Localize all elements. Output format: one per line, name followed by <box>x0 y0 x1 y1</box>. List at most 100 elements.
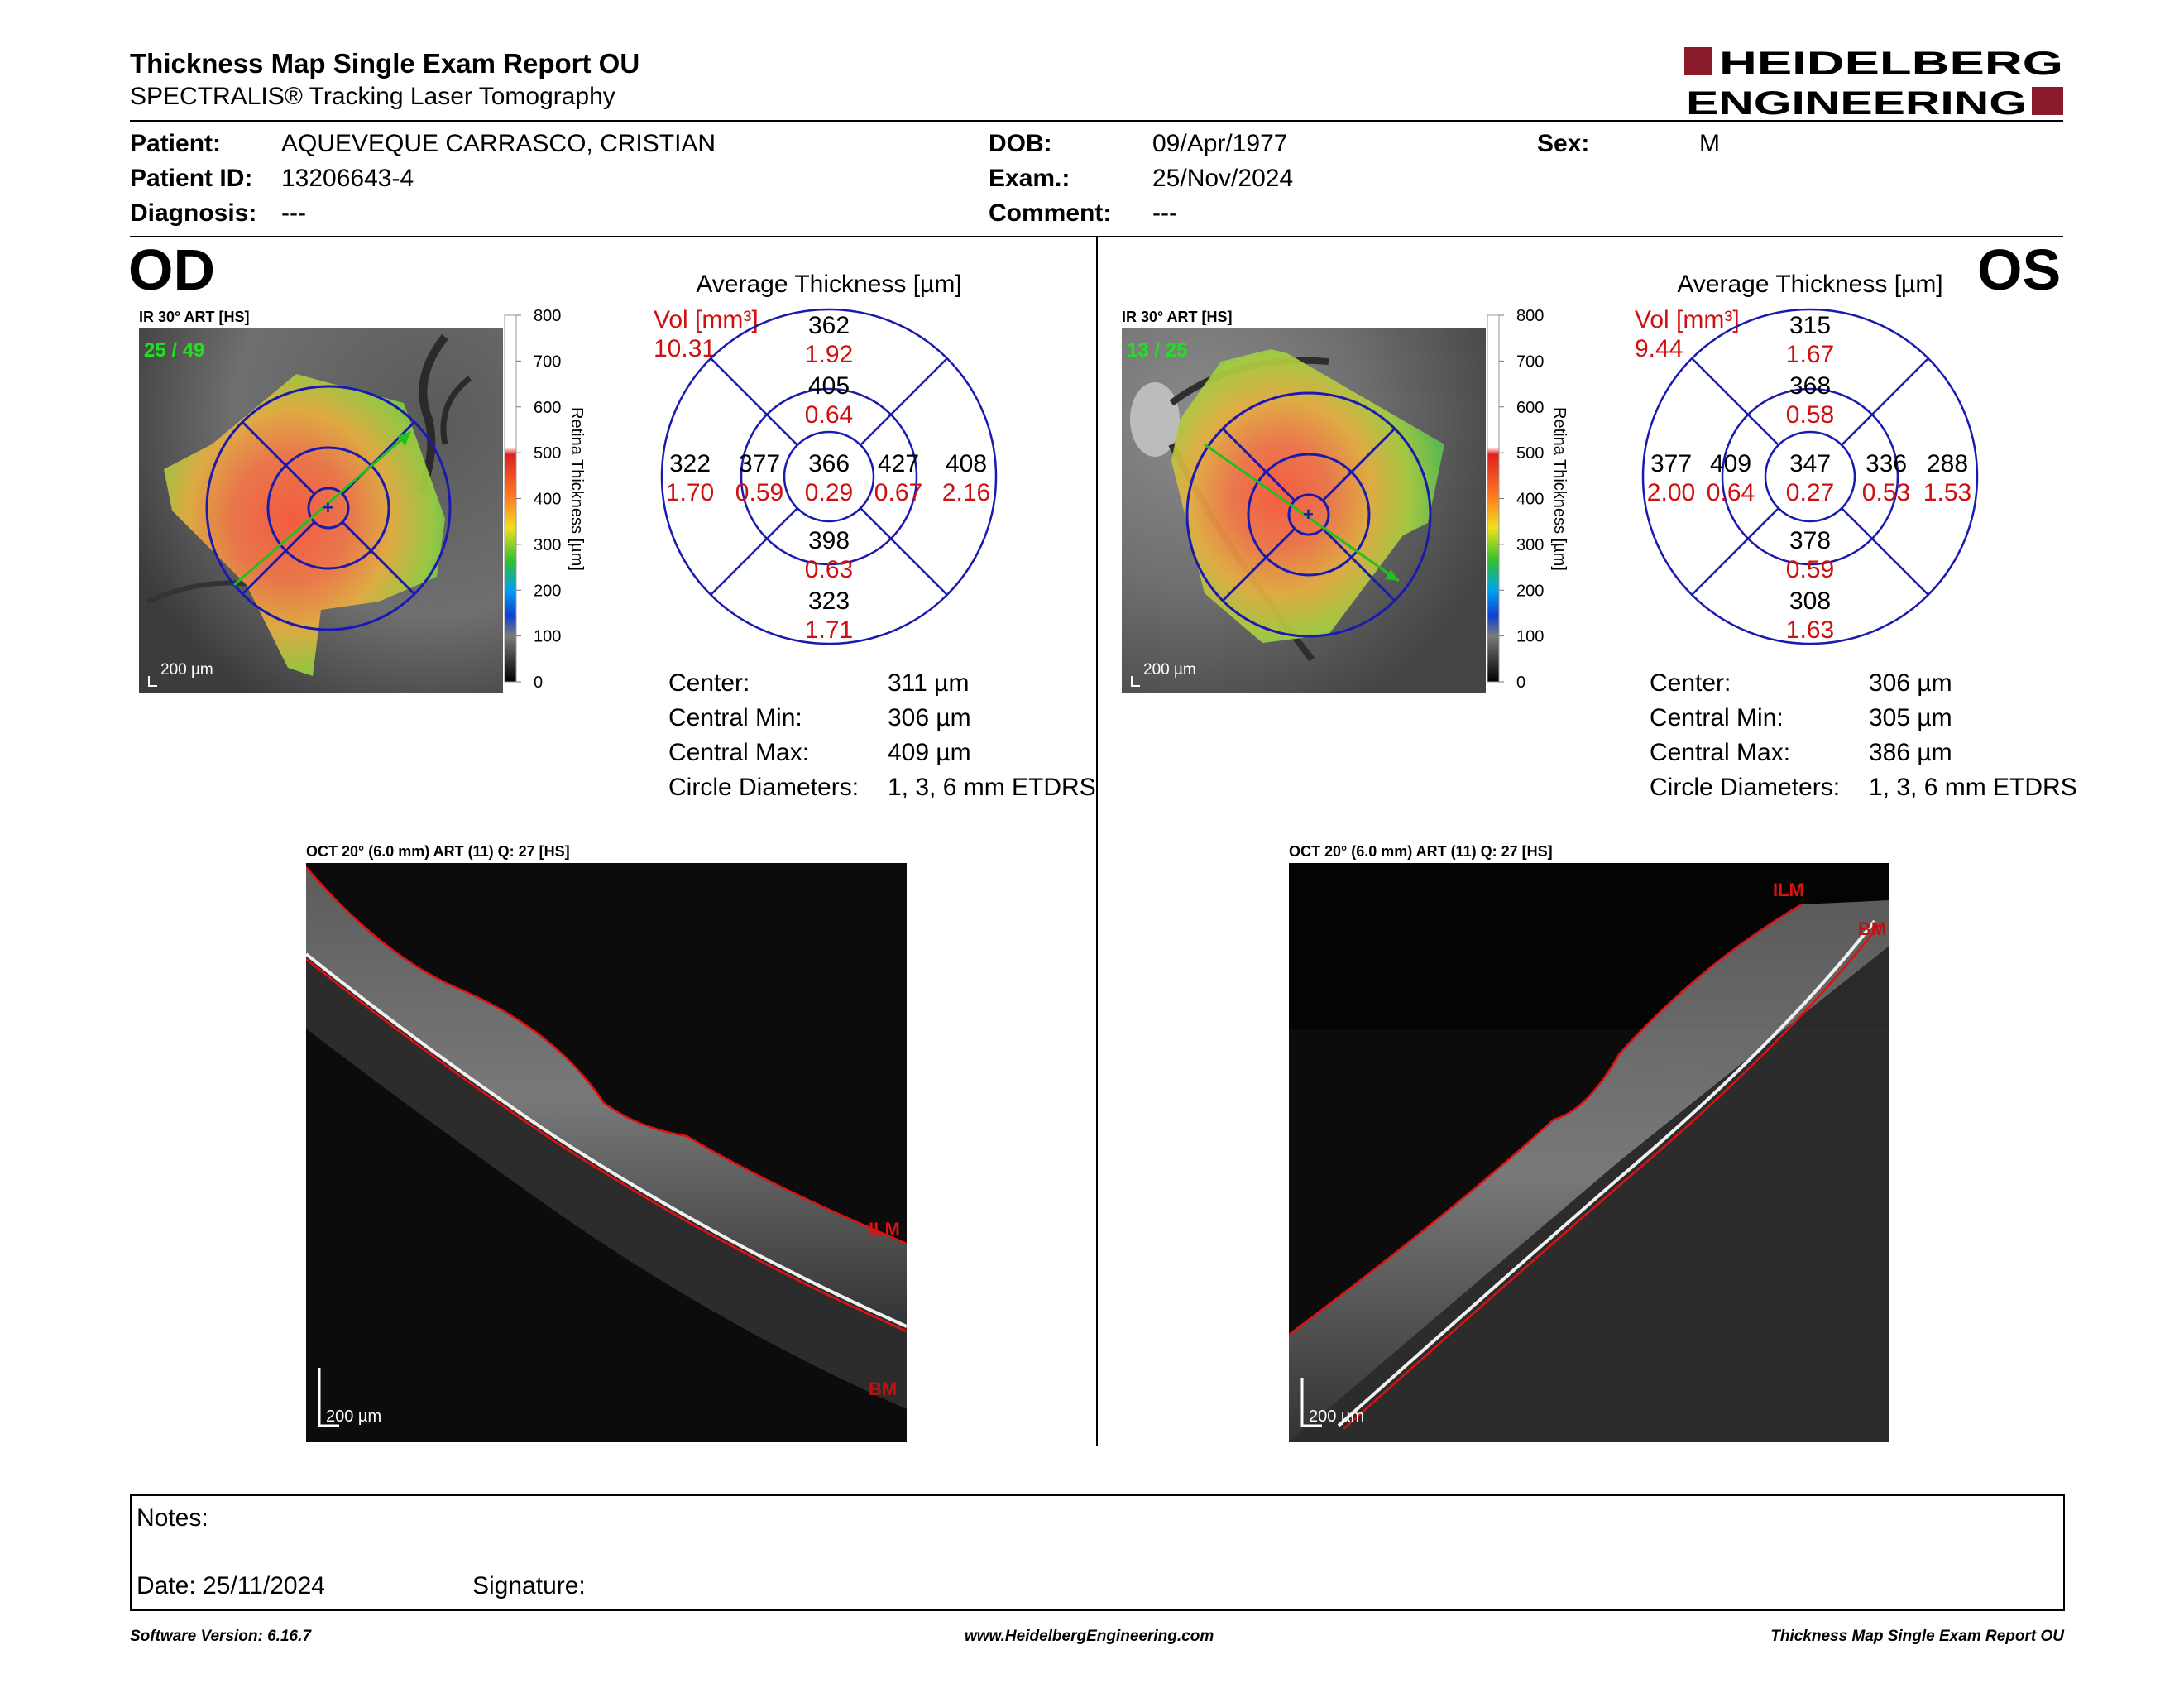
os-colorbar-tick-label: 700 <box>1516 352 1544 371</box>
notes-date: Date: 25/11/2024 <box>136 1572 325 1599</box>
patient-id-label: Patient ID: <box>130 165 253 192</box>
notes-box[interactable]: Notes: Date: 25/11/2024 Signature: <box>130 1494 2065 1611</box>
od-stats-table: Center: 311 µm Central Min: 306 µm Central… <box>668 669 1096 801</box>
os-colorbar-tick-label: 100 <box>1516 628 1544 646</box>
od-inner-sup-thickness: 405 <box>808 372 850 400</box>
os-colorbar-tick-label: 200 <box>1516 582 1544 600</box>
os-oct-bscan: ILM BM 200 µm <box>1289 863 1889 1442</box>
od-outer-sup-thickness: 362 <box>808 312 850 339</box>
od-outer-right-volume: 2.16 <box>942 479 990 506</box>
od-avg-thickness-title: Average Thickness [µm] <box>696 271 962 298</box>
os-inner-left-volume: 0.64 <box>1707 479 1755 506</box>
os-outer-sup-thickness: 315 <box>1789 312 1831 339</box>
os-vol-label: Vol [mm³] <box>1635 306 1740 333</box>
od-outer-inf-thickness: 323 <box>808 587 850 615</box>
os-colorbar-tick-label: 800 <box>1516 308 1544 325</box>
os-fundus-image: + 13 / 25 200 µm <box>1122 328 1486 693</box>
od-colorbar-tick-label: 600 <box>534 399 561 417</box>
od-colorbar-tick-label: 100 <box>534 628 561 646</box>
heidelberg-logo: HEIDELBERG ENGINEERING <box>1684 46 2063 118</box>
header-divider <box>130 120 2063 122</box>
od-total-volume: 10.31 <box>654 335 716 362</box>
svg-text:+: + <box>323 497 333 518</box>
svg-text:HEIDELBERG: HEIDELBERG <box>1719 46 2063 82</box>
footer-report-name: Thickness Map Single Exam Report OU <box>1770 1628 2064 1645</box>
od-outer-inf-volume: 1.71 <box>805 616 853 644</box>
os-inner-sup-thickness: 368 <box>1789 372 1831 400</box>
svg-text:+: + <box>1303 504 1314 525</box>
os-outer-left-volume: 2.00 <box>1647 479 1695 506</box>
od-colorbar-label: Retina Thickness [µm] <box>568 407 586 571</box>
os-inner-inf-volume: 0.59 <box>1786 556 1834 583</box>
od-colorbar-tick-label: 400 <box>534 491 561 509</box>
od-oct-header: OCT 20° (6.0 mm) ART (11) Q: 27 [HS] <box>306 843 570 860</box>
report-subtitle: SPECTRALIS® Tracking Laser Tomography <box>130 83 615 110</box>
exam-value: 25/Nov/2024 <box>1152 165 1294 192</box>
report-title: Thickness Map Single Exam Report OU <box>130 48 640 79</box>
dob-value: 09/Apr/1977 <box>1152 130 1288 157</box>
od-outer-sup-volume: 1.92 <box>805 341 853 368</box>
os-outer-sup-volume: 1.67 <box>1786 341 1834 368</box>
patient-id: 13206643-4 <box>281 165 414 192</box>
od-fundus-scale: 200 µm <box>160 661 213 679</box>
od-etdrs-grid: 362 1.92 405 0.64 366 0.29 398 0.63 323 … <box>660 308 998 645</box>
od-frames-count: 25 / 49 <box>144 339 204 362</box>
os-outer-inf-thickness: 308 <box>1789 587 1831 615</box>
os-outer-right-thickness: 288 <box>1927 450 1968 477</box>
od-colorbar-tick-label: 300 <box>534 536 561 554</box>
os-eye-label: OS <box>1977 237 2062 302</box>
os-center-thickness: 347 <box>1789 450 1831 477</box>
od-outer-left-thickness: 322 <box>669 450 711 477</box>
footer-software-version: Software Version: 6.16.7 <box>130 1628 311 1645</box>
od-outer-left-volume: 1.70 <box>666 479 714 506</box>
od-inner-right-volume: 0.67 <box>874 479 922 506</box>
os-avg-thickness-title: Average Thickness [µm] <box>1677 271 1943 298</box>
od-oct-scale: 200 µm <box>326 1407 381 1426</box>
os-inner-inf-thickness: 378 <box>1789 527 1831 554</box>
od-inner-sup-volume: 0.64 <box>805 401 853 429</box>
os-inner-right-volume: 0.53 <box>1862 479 1910 506</box>
footer-website[interactable]: www.HeidelbergEngineering.com <box>965 1628 1214 1645</box>
exam-label: Exam.: <box>989 165 1070 192</box>
od-inner-left-volume: 0.59 <box>735 479 783 506</box>
os-fundus-header: IR 30° ART [HS] <box>1122 309 1233 325</box>
os-colorbar-tick-label: 600 <box>1516 399 1544 417</box>
od-inner-inf-volume: 0.63 <box>805 556 853 583</box>
od-colorbar-tick-label: 200 <box>534 582 561 600</box>
od-fundus-image: + 25 / 49 200 µm <box>139 328 503 693</box>
os-outer-right-volume: 1.53 <box>1923 479 1971 506</box>
od-colorbar-tick-label: 700 <box>534 352 561 371</box>
od-vol-label: Vol [mm³] <box>654 306 759 333</box>
notes-signature-label: Signature: <box>472 1572 586 1599</box>
od-colorbar-tick-label: 800 <box>534 308 561 325</box>
os-outer-inf-volume: 1.63 <box>1786 616 1834 644</box>
od-oct-bscan: ILM BM 200 µm <box>306 863 907 1442</box>
diagnosis-value: --- <box>281 199 306 227</box>
comment-label: Comment: <box>989 199 1112 227</box>
os-center-volume: 0.27 <box>1786 479 1834 506</box>
sex-label: Sex: <box>1537 130 1590 157</box>
os-total-volume: 9.44 <box>1635 335 1684 362</box>
os-fundus-scale: 200 µm <box>1143 661 1196 679</box>
patient-label: Patient: <box>130 130 222 157</box>
os-colorbar-label: Retina Thickness [µm] <box>1550 407 1569 571</box>
od-fundus-header: IR 30° ART [HS] <box>139 309 250 325</box>
sex-value: M <box>1699 130 1720 157</box>
diagnosis-label: Diagnosis: <box>130 199 257 227</box>
notes-label: Notes: <box>136 1504 208 1532</box>
os-colorbar-tick-label: 300 <box>1516 536 1544 554</box>
eye-divider <box>1096 237 1098 1446</box>
os-oct-header: OCT 20° (6.0 mm) ART (11) Q: 27 [HS] <box>1289 843 1553 860</box>
od-bm-label: BM <box>869 1379 897 1399</box>
dob-label: DOB: <box>989 130 1052 157</box>
os-ilm-label: ILM <box>1773 880 1804 900</box>
od-colorbar-tick-label: 500 <box>534 444 561 463</box>
comment-value: --- <box>1152 199 1177 227</box>
os-outer-left-thickness: 377 <box>1650 450 1692 477</box>
od-outer-right-thickness: 408 <box>946 450 987 477</box>
os-colorbar-tick-label: 0 <box>1516 674 1525 692</box>
os-bm-label: BM <box>1858 918 1886 939</box>
od-ilm-label: ILM <box>869 1219 900 1240</box>
od-inner-right-thickness: 427 <box>878 450 919 477</box>
os-oct-scale: 200 µm <box>1309 1407 1364 1426</box>
